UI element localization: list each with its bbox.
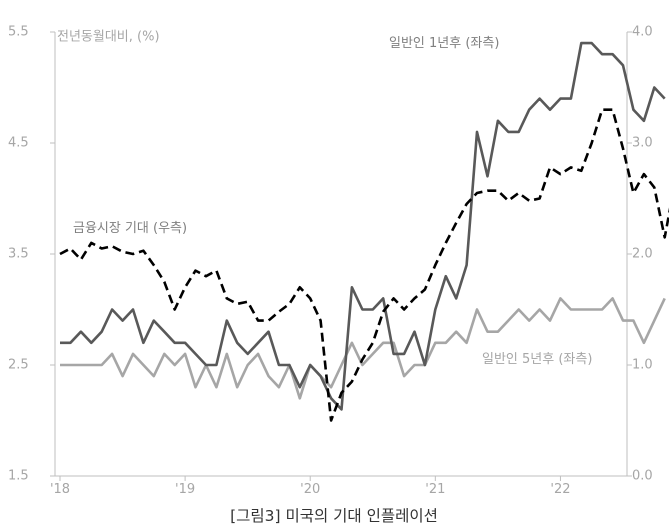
- left-tick-label: 4.5: [8, 136, 29, 151]
- series-line-market: [59, 108, 669, 422]
- left-axis-title: 전년동월대비, (%): [57, 30, 160, 45]
- right-tick-label: 1.0: [632, 358, 653, 373]
- left-tick-label: 2.5: [8, 358, 29, 373]
- annotation-1y-left: 일반인 1년후 (좌측): [389, 36, 499, 51]
- left-tick-label: 3.5: [8, 247, 29, 262]
- x-tick-label: '22: [550, 482, 570, 497]
- left-y-axis: 전년동월대비, (%) 1.5 2.5 3.5 4.5 5.5: [8, 25, 160, 484]
- annotation-5y-left: 일반인 5년후 (좌측): [482, 352, 592, 367]
- right-tick-label: 4.0: [632, 25, 653, 40]
- x-tick-label: '18: [50, 482, 70, 497]
- series-line-5y-ahead: [60, 297, 666, 400]
- left-tick-label: 5.5: [8, 25, 29, 40]
- right-tick-label: 0.0: [632, 469, 653, 484]
- annotation-market-right: 금융시장 기대 (우측): [73, 221, 187, 236]
- series-annotations: 일반인 1년후 (좌측) 금융시장 기대 (우측) 일반인 5년후 (좌측): [73, 36, 592, 367]
- x-tick-label: '19: [175, 482, 195, 497]
- x-tick-label: '20: [300, 482, 320, 497]
- series-line-1y-ahead: [60, 41, 666, 411]
- right-tick-label: 2.0: [632, 247, 653, 262]
- series-lines: [59, 41, 669, 422]
- x-tick-label: '21: [425, 482, 445, 497]
- right-tick-label: 3.0: [632, 136, 653, 151]
- figure-caption: [그림3] 미국의 기대 인플레이션: [230, 507, 438, 525]
- x-axis: '18 '19 '20 '21 '22: [50, 475, 627, 497]
- left-tick-label: 1.5: [8, 469, 29, 484]
- right-y-axis: 0.0 1.0 2.0 3.0 4.0: [626, 25, 653, 484]
